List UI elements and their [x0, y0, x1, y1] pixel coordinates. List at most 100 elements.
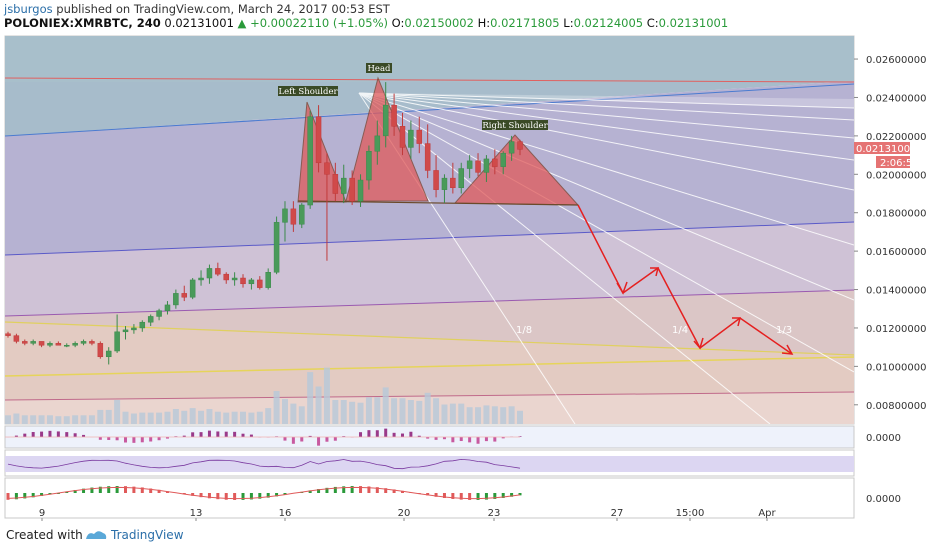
volume-bar — [256, 411, 263, 424]
candle-body — [89, 341, 95, 344]
ao-bar — [325, 487, 329, 493]
candle-body — [433, 170, 439, 190]
candle-body — [206, 268, 213, 279]
ao-bar — [115, 486, 119, 493]
high-label: H: — [477, 16, 491, 30]
ao-bar — [342, 486, 346, 493]
candle-body — [332, 174, 339, 194]
candle-body — [324, 162, 330, 175]
candle-body — [299, 204, 305, 225]
ao-bar — [224, 493, 228, 500]
low-value: 0.02124005 — [573, 16, 644, 30]
ao-bar — [375, 487, 379, 493]
candle-body — [114, 331, 120, 352]
volume-bar — [424, 392, 431, 424]
candle-body — [315, 116, 322, 164]
ao-bar — [384, 488, 388, 493]
ao-bar — [350, 486, 354, 493]
author-link[interactable]: jsburgos — [4, 2, 53, 16]
volume-bar — [198, 410, 205, 424]
y-tick-label: 0.02600000 — [866, 55, 926, 66]
candle-body — [47, 343, 53, 346]
y-tick-label: 0.01200000 — [866, 324, 926, 335]
volume-bar — [281, 399, 288, 424]
candle-body — [382, 104, 389, 137]
fan-label-1-3: 1/3 — [776, 325, 792, 336]
volume-bar — [63, 416, 70, 424]
candle-body — [80, 341, 87, 344]
macd-bar — [359, 432, 363, 437]
published-text: published on TradingView.com, March 24, … — [56, 2, 390, 16]
volume-bar — [223, 412, 230, 424]
candle-body — [273, 222, 280, 273]
candle-body — [483, 158, 490, 173]
volume-bar — [340, 400, 347, 424]
price-chart[interactable]: Left Shoulder Head Right Shoulder 1/8 1/… — [0, 0, 932, 522]
macd-bar — [182, 435, 186, 437]
volume-bar — [105, 409, 112, 424]
volume-bar — [156, 412, 163, 424]
tradingview-link[interactable]: TradingView — [111, 528, 184, 542]
volume-bar — [147, 412, 154, 424]
macd-bar — [409, 431, 413, 437]
last-price-badge — [854, 142, 910, 154]
candle-body — [38, 341, 45, 346]
macd-bar — [207, 430, 211, 437]
ao-bar — [476, 493, 480, 500]
created-with-text: Created with — [6, 528, 83, 542]
ao-bar — [275, 493, 279, 497]
macd-bar — [333, 437, 337, 441]
macd-bar — [124, 437, 128, 443]
ao-bar — [90, 487, 94, 493]
ao-bar — [241, 493, 245, 500]
ao-bar — [199, 493, 203, 498]
volume-bar — [5, 415, 11, 424]
candle-body — [55, 343, 62, 346]
candle-body — [500, 152, 506, 167]
volume-bar — [231, 411, 238, 424]
macd-bar — [459, 437, 463, 442]
y-tick-label: 0.01600000 — [866, 247, 926, 258]
macd-bar — [468, 437, 472, 443]
candle-body — [13, 335, 20, 342]
macd-bar — [115, 437, 119, 441]
candle-body — [466, 160, 473, 169]
time-axis[interactable]: 9 13 16 20 23 27 15:00 Apr — [39, 508, 777, 521]
symbol-label[interactable]: POLONIEX:XMRBTC, 240 — [4, 16, 161, 30]
volume-bar — [508, 406, 515, 424]
candle-body — [97, 343, 104, 358]
price-axis[interactable]: 0.02600000 0.02400000 0.02200000 0.02000000… — [854, 55, 926, 412]
macd-bar — [375, 430, 379, 437]
macd-bar — [417, 435, 421, 437]
volume-bar — [307, 372, 314, 424]
macd-bar — [241, 433, 245, 437]
macd-bar — [484, 437, 488, 442]
ao-bar — [191, 493, 195, 496]
awesome-oscillator-line — [7, 486, 521, 500]
volume-bar — [181, 410, 188, 424]
candle-body — [231, 277, 238, 281]
macd-bar — [149, 437, 153, 442]
volume-bar — [248, 412, 255, 424]
candle-body — [349, 177, 355, 202]
last-price-value: 0.02131001 — [856, 144, 916, 155]
volume-bar — [517, 410, 523, 424]
volume-bar — [80, 415, 87, 424]
volume-bar — [30, 415, 37, 424]
ao-bar — [233, 493, 237, 500]
volume-bar — [38, 415, 45, 424]
candle-body — [492, 158, 498, 167]
candle-body — [450, 177, 456, 188]
ao-bar — [23, 493, 27, 499]
volume-bar — [46, 415, 53, 424]
ao-bar — [82, 488, 86, 493]
macd-bar — [308, 435, 312, 437]
candle-body — [357, 179, 364, 202]
macd-bar — [317, 437, 321, 446]
macd-bar — [98, 437, 102, 440]
volume-bar — [416, 400, 423, 424]
candle-body — [307, 116, 313, 206]
volume-bar — [441, 404, 448, 424]
volume-bar — [21, 415, 28, 424]
volume-bar — [240, 411, 247, 424]
